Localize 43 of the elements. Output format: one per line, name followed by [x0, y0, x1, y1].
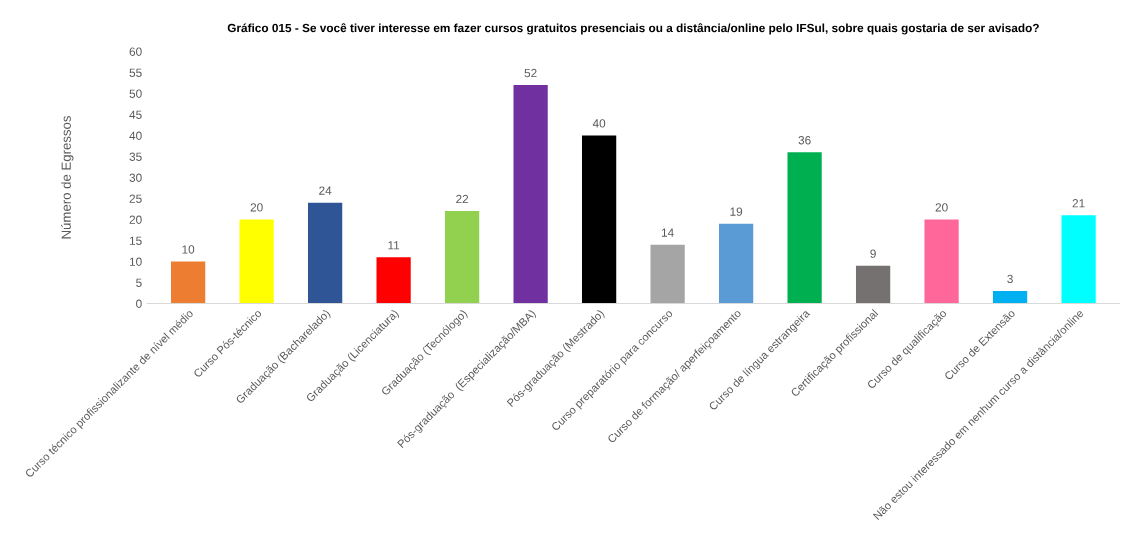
y-tick-label: 5 — [136, 278, 142, 287]
bar — [308, 202, 343, 304]
y-tick-label: 45 — [129, 110, 142, 119]
bar — [171, 261, 206, 304]
y-tick-label: 35 — [129, 152, 142, 161]
data-label: 20 — [250, 203, 263, 212]
y-tick-label: 40 — [129, 131, 142, 140]
bar — [787, 152, 822, 304]
data-label: 11 — [388, 241, 400, 250]
data-label: 3 — [1007, 274, 1013, 284]
data-label: 36 — [798, 136, 811, 145]
bar — [444, 211, 480, 304]
data-label: 19 — [730, 207, 743, 216]
bar — [992, 290, 1028, 304]
bar — [376, 257, 411, 304]
y-tick-label: 50 — [129, 89, 142, 98]
y-axis-title: Número de Egressos — [61, 116, 74, 239]
bar — [855, 265, 891, 304]
bar — [239, 219, 274, 304]
data-label: 22 — [456, 194, 469, 204]
y-tick-label: 30 — [129, 173, 142, 182]
bar — [1061, 215, 1096, 304]
data-label: 24 — [319, 186, 332, 195]
bar — [718, 223, 754, 304]
data-label: 10 — [182, 245, 195, 254]
data-label: 9 — [870, 249, 876, 258]
chart-title: Gráfico 015 - Se você tiver interesse em fazer cursos gratuitos presenciais ou a distância/online pelo IFSul, sobre quais gostaria de ser avisado? — [227, 23, 1039, 35]
bar — [650, 244, 685, 304]
bar — [513, 85, 548, 304]
y-tick-label: 55 — [129, 68, 142, 77]
bar — [924, 219, 959, 304]
y-tick-label: 20 — [129, 215, 142, 224]
y-tick-label: 0 — [136, 299, 142, 308]
data-label: 21 — [1072, 199, 1085, 208]
y-tick-label: 15 — [129, 236, 142, 245]
data-label: 52 — [524, 68, 537, 78]
bar — [581, 135, 617, 304]
data-label: 20 — [935, 203, 948, 212]
y-tick-label: 10 — [129, 257, 142, 266]
y-tick-label: 60 — [129, 47, 142, 56]
data-label: 40 — [592, 119, 606, 128]
y-tick-label: 25 — [129, 194, 142, 203]
data-label: 14 — [661, 228, 674, 237]
